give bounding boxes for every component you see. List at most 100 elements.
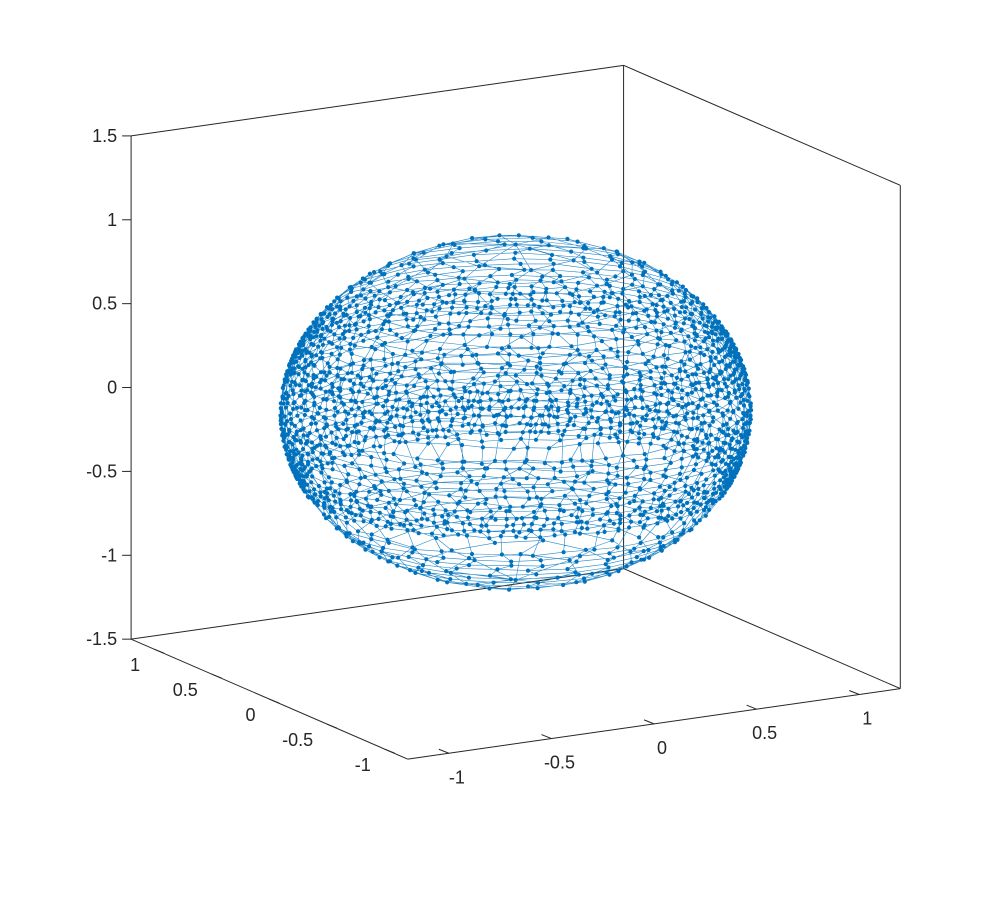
data-point	[357, 467, 362, 472]
data-point	[322, 501, 327, 506]
data-point	[435, 289, 440, 294]
data-point	[654, 365, 659, 370]
data-point	[584, 435, 589, 441]
data-point	[482, 263, 488, 268]
data-point	[471, 376, 476, 381]
data-point	[510, 291, 515, 296]
data-point	[312, 500, 317, 505]
data-point	[678, 498, 683, 503]
data-point	[679, 396, 685, 401]
data-point	[361, 319, 366, 324]
data-point	[683, 295, 688, 300]
data-point	[710, 349, 715, 354]
data-point	[663, 343, 668, 348]
data-point	[559, 279, 564, 284]
data-point	[434, 486, 439, 491]
data-point	[682, 291, 687, 296]
data-point	[542, 461, 548, 466]
data-point	[661, 535, 666, 540]
data-point	[314, 316, 319, 321]
data-point	[509, 559, 514, 564]
data-point	[415, 324, 420, 329]
data-point	[302, 412, 307, 418]
data-point	[332, 406, 338, 411]
data-point	[329, 480, 334, 485]
data-point	[371, 427, 376, 432]
data-point	[466, 556, 472, 561]
data-point	[348, 504, 353, 509]
data-point	[544, 404, 549, 410]
data-point	[431, 507, 436, 512]
data-point	[710, 448, 715, 453]
data-point	[318, 494, 323, 499]
data-point	[516, 233, 521, 238]
data-point	[463, 495, 468, 500]
data-point	[508, 302, 513, 308]
data-point	[436, 499, 441, 504]
data-point	[533, 318, 538, 323]
data-point	[616, 440, 621, 445]
data-point	[689, 390, 695, 395]
data-point	[329, 509, 334, 514]
data-point	[650, 302, 655, 307]
data-point	[551, 527, 556, 532]
data-point	[676, 402, 681, 408]
data-point	[637, 436, 642, 441]
data-point	[513, 577, 518, 583]
data-point	[576, 506, 581, 511]
data-point	[595, 441, 601, 446]
data-point	[528, 423, 533, 428]
data-point	[283, 391, 288, 396]
data-point	[348, 341, 353, 347]
data-point	[376, 305, 381, 310]
data-point	[313, 492, 318, 497]
data-point	[546, 424, 551, 429]
data-point	[466, 575, 471, 580]
data-point	[707, 409, 712, 414]
data-point	[550, 331, 555, 336]
data-point	[606, 565, 611, 570]
data-point	[729, 341, 735, 346]
data-point	[594, 383, 600, 388]
data-point	[406, 274, 411, 279]
data-point	[522, 460, 528, 465]
data-point	[435, 577, 440, 582]
data-point	[393, 424, 398, 429]
data-point	[494, 486, 499, 492]
data-point	[577, 554, 583, 559]
data-point	[712, 481, 717, 486]
data-point	[621, 374, 626, 379]
data-point	[659, 381, 664, 386]
data-point	[574, 580, 579, 585]
data-point	[690, 299, 695, 305]
data-point	[662, 456, 667, 461]
data-point	[601, 523, 607, 528]
data-point	[403, 439, 408, 445]
data-point	[472, 422, 477, 427]
data-point	[572, 501, 578, 506]
data-point	[699, 312, 704, 317]
data-point	[670, 530, 675, 535]
data-point	[531, 466, 536, 471]
data-point	[313, 421, 318, 426]
data-point	[504, 414, 509, 419]
data-point	[593, 376, 598, 381]
data-point	[597, 321, 602, 326]
data-point	[404, 383, 409, 388]
data-point	[531, 509, 537, 515]
data-point	[714, 446, 719, 451]
data-point	[668, 300, 673, 305]
data-point	[654, 392, 659, 397]
data-point	[599, 339, 605, 344]
data-point	[690, 372, 695, 377]
data-point	[316, 483, 321, 489]
data-point	[637, 535, 642, 540]
data-point	[330, 384, 335, 389]
data-point	[701, 302, 706, 307]
data-point	[329, 351, 334, 356]
data-point	[492, 458, 498, 463]
data-point	[466, 324, 471, 329]
data-point	[495, 239, 501, 244]
data-point	[632, 493, 638, 498]
data-point	[298, 428, 303, 433]
